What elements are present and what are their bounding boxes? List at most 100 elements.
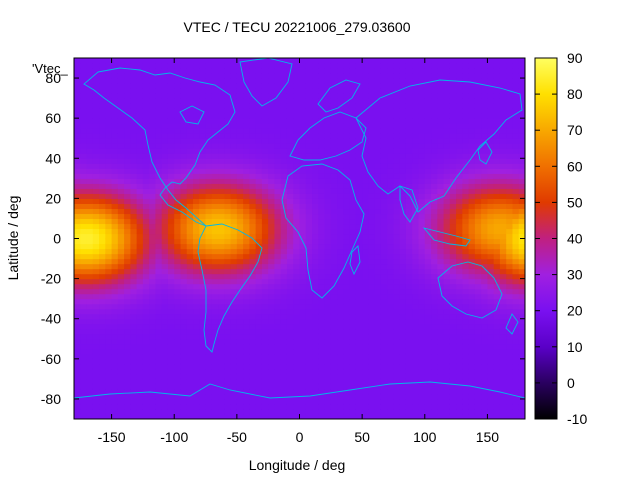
heatmap-cell: [424, 318, 432, 325]
heatmap-cell: [481, 233, 489, 240]
heatmap-cell: [481, 293, 489, 300]
heatmap-cell: [117, 208, 125, 215]
heatmap-cell: [149, 318, 157, 325]
heatmap-cell: [380, 208, 388, 215]
heatmap-cell: [105, 273, 113, 280]
heatmap-cell: [499, 233, 507, 240]
heatmap-cell: [299, 343, 307, 350]
heatmap-cell: [493, 308, 501, 315]
heatmap-cell: [236, 288, 244, 295]
heatmap-cell: [105, 338, 113, 345]
heatmap-cell: [393, 353, 401, 360]
heatmap-cell: [368, 238, 376, 245]
heatmap-cell: [261, 108, 269, 114]
heatmap-cell: [268, 303, 276, 310]
heatmap-cell: [80, 163, 88, 169]
heatmap-cell: [349, 158, 357, 164]
heatmap-cell: [299, 78, 307, 84]
heatmap-cell: [418, 223, 426, 230]
heatmap-cell: [117, 78, 125, 84]
heatmap-cell: [130, 308, 138, 315]
heatmap-cell: [380, 263, 388, 270]
heatmap-cell: [174, 188, 182, 194]
heatmap-cell: [161, 218, 169, 225]
heatmap-cell: [261, 83, 269, 89]
heatmap-cell: [211, 308, 219, 315]
heatmap-cell: [449, 248, 457, 255]
heatmap-cell: [318, 103, 326, 109]
heatmap-cell: [180, 388, 188, 395]
heatmap-cell: [274, 248, 282, 255]
heatmap-cell: [255, 343, 263, 350]
heatmap-cell: [412, 138, 420, 144]
heatmap-cell: [330, 123, 338, 129]
heatmap-cell: [305, 333, 313, 340]
heatmap-cell: [205, 373, 213, 380]
heatmap-cell: [193, 168, 200, 174]
heatmap-cell: [236, 178, 244, 184]
heatmap-cell: [349, 398, 357, 405]
heatmap-cell: [437, 343, 445, 350]
heatmap-cell: [318, 63, 326, 69]
heatmap-cell: [286, 213, 294, 220]
heatmap-cell: [211, 413, 219, 419]
heatmap-cell: [324, 248, 332, 255]
heatmap-cell: [437, 228, 445, 235]
heatmap-cell: [399, 78, 407, 84]
heatmap-cell: [481, 68, 489, 74]
heatmap-cell: [236, 73, 244, 79]
heatmap-cell: [149, 293, 157, 300]
heatmap-cell: [462, 93, 470, 99]
heatmap-cell: [456, 98, 463, 104]
heatmap-cell: [236, 348, 244, 355]
heatmap-cell: [374, 58, 382, 64]
heatmap-cell: [330, 58, 338, 64]
heatmap-cell: [80, 378, 88, 385]
heatmap-cell: [462, 178, 470, 184]
heatmap-cell: [261, 113, 269, 119]
heatmap-cell: [117, 198, 125, 204]
heatmap-cell: [374, 178, 382, 184]
heatmap-cell: [167, 153, 175, 159]
heatmap-cell: [443, 253, 451, 260]
heatmap-cell: [274, 78, 282, 84]
heatmap-cell: [236, 343, 244, 350]
heatmap-cell: [280, 173, 288, 179]
heatmap-cell: [437, 283, 445, 290]
heatmap-cell: [393, 243, 401, 250]
heatmap-cell: [449, 378, 457, 385]
heatmap-cell: [167, 338, 175, 345]
heatmap-cell: [380, 403, 388, 410]
heatmap-cell: [424, 273, 432, 280]
heatmap-cell: [105, 318, 113, 325]
heatmap-cell: [318, 363, 326, 370]
heatmap-cell: [99, 408, 106, 415]
heatmap-cell: [86, 403, 94, 410]
heatmap-cell: [362, 73, 369, 79]
heatmap-cell: [456, 143, 463, 149]
heatmap-cell: [305, 373, 313, 380]
heatmap-cell: [155, 318, 163, 325]
heatmap-cell: [355, 373, 363, 380]
heatmap-cell: [211, 318, 219, 325]
heatmap-cell: [437, 98, 445, 104]
heatmap-cell: [324, 308, 332, 315]
heatmap-cell: [130, 393, 138, 400]
heatmap-cell: [161, 98, 169, 104]
heatmap-cell: [117, 103, 125, 109]
heatmap-cell: [174, 328, 182, 335]
heatmap-cell: [368, 178, 376, 184]
heatmap-cell: [312, 303, 319, 310]
heatmap-cell: [299, 88, 307, 94]
heatmap-cell: [149, 283, 157, 290]
heatmap-cell: [174, 263, 182, 270]
heatmap-cell: [318, 308, 326, 315]
heatmap-cell: [99, 78, 106, 84]
heatmap-cell: [193, 288, 200, 295]
heatmap-cell: [161, 143, 169, 149]
heatmap-cell: [224, 253, 232, 260]
heatmap-cell: [142, 343, 150, 350]
heatmap-cell: [293, 133, 301, 139]
heatmap-cell: [380, 163, 388, 169]
heatmap-cell: [437, 153, 445, 159]
